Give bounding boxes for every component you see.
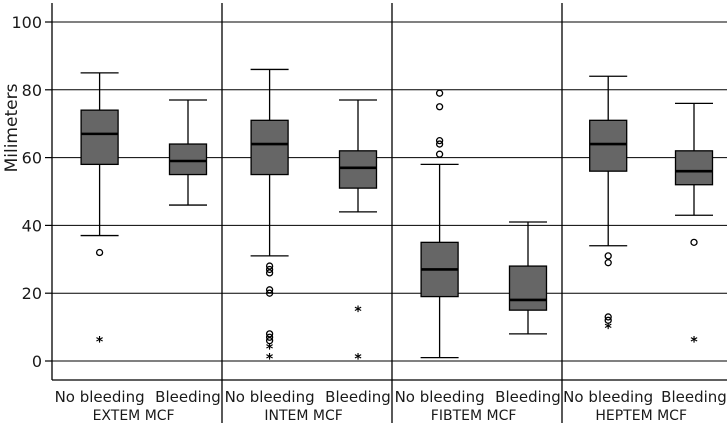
panel-2-label: INTEM MCF <box>264 408 342 423</box>
panel-3-label: FIBTEM MCF <box>431 408 517 423</box>
panel-2-group-2-extreme-1: * <box>354 304 362 320</box>
panel-3-group-1-outlier-2 <box>435 103 444 111</box>
panel-3-group-1-category-label: No bleeding <box>395 388 485 406</box>
y-tick-label-60: 60 <box>22 149 42 168</box>
panel-1-group-2-category-label: Bleeding <box>155 388 221 406</box>
panel-2-group-1-outlier-7 <box>265 333 274 341</box>
panel-3-group-2-box <box>508 265 548 311</box>
panel-4-group-2-category-label: Bleeding <box>661 388 727 406</box>
y-tick-label-0: 0 <box>32 352 42 371</box>
panel-4-group-2-box <box>674 150 714 186</box>
panel-4-group-1-box <box>589 119 628 172</box>
panel-2-group-1-outlier-2 <box>265 265 274 274</box>
panel-4-group-1-outlier-4 <box>604 316 612 324</box>
panel-3-group-1-outlier-5 <box>435 150 444 158</box>
panel-4-group-1-outlier-3 <box>604 313 612 321</box>
panel-2-group-1-extreme-1: * <box>266 341 274 357</box>
panel-3-group-2-category-label: Bleeding <box>495 388 561 406</box>
panel-2-group-2-category-label: Bleeding <box>325 388 391 406</box>
plot-frame <box>51 3 727 423</box>
panel-1-group-1-category-label: No bleeding <box>55 388 145 406</box>
panel-4-group-2-extreme-1: * <box>690 335 698 351</box>
panel-2-group-1-extreme-2: * <box>266 352 274 368</box>
panel-2-group-1-outlier-8 <box>265 337 274 345</box>
panel-1-group-1-box <box>80 109 119 166</box>
panel-2-group-1-category-label: No bleeding <box>225 388 315 406</box>
gridlines <box>52 21 727 362</box>
y-axis: 0 20 40 60 80 100 <box>11 13 52 371</box>
panel-2-group-2-extreme-2: * <box>354 352 362 368</box>
panel-4-group-2-outlier-1 <box>690 238 698 247</box>
panel-2-group-1-outlier-3 <box>265 269 274 277</box>
panel-2-group-1-outlier-5 <box>265 289 274 297</box>
panel-4-group-1-extreme-1: * <box>605 321 613 337</box>
panel-2-group-1-outlier-6 <box>265 330 274 338</box>
panel-1-group-1-outlier-1 <box>95 248 104 257</box>
panel-1-group-2-box <box>168 143 208 176</box>
panel-3-group-1-outlier-4 <box>435 140 444 148</box>
panel-2-group-1-outlier-4 <box>265 286 274 294</box>
y-tick-label-20: 20 <box>22 284 42 303</box>
y-tick-label-40: 40 <box>22 216 42 235</box>
y-axis-label: Milimeters <box>2 83 22 172</box>
boxes: * ****** <box>80 68 714 368</box>
panel-3-group-1-outlier-1 <box>435 89 444 97</box>
y-tick-label-80: 80 <box>22 81 42 100</box>
panel-4-group-1-category-label: No bleeding <box>563 388 653 406</box>
panel-2-group-1-box <box>250 119 289 176</box>
panel-1-label: EXTEM MCF <box>93 408 175 423</box>
y-tick-label-100: 100 <box>11 13 42 32</box>
panel-3-group-1-outlier-3 <box>435 136 444 145</box>
panel-4-group-1-outlier-2 <box>604 259 612 267</box>
panel-4-group-1-outlier-1 <box>604 252 612 260</box>
panel-2-group-2-box <box>338 150 378 189</box>
panel-4-label: HEPTEM MCF <box>595 408 687 423</box>
panel-1-group-1-extreme-1: * <box>96 335 104 351</box>
panel-2-group-1-outlier-1 <box>265 262 274 270</box>
